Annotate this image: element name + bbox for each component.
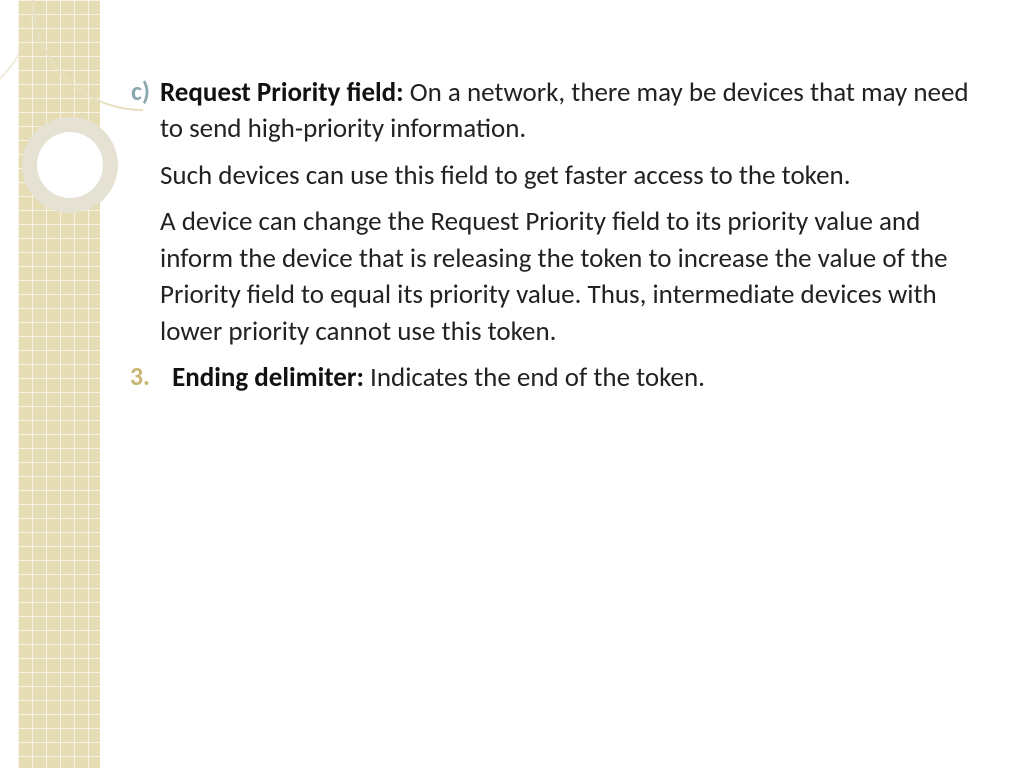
- list-marker-letter: c): [110, 75, 150, 107]
- field-text: Indicates the end of the token.: [370, 361, 705, 394]
- paragraph: A device can change the Request Priority…: [160, 204, 984, 350]
- field-label: Ending delimiter:: [172, 361, 364, 394]
- paragraph: Request Priority field: On a network, th…: [160, 75, 984, 148]
- left-pattern-strip: [18, 0, 100, 768]
- list-marker-number: 3.: [110, 360, 150, 392]
- list-item-3: 3. Ending delimiter: Indicates the end o…: [160, 360, 984, 396]
- list-item-c: c) Request Priority field: On a network,…: [160, 75, 984, 350]
- paragraph: Ending delimiter: Indicates the end of t…: [160, 360, 984, 396]
- paragraph: Such devices can use this field to get f…: [160, 158, 984, 194]
- content-area: c) Request Priority field: On a network,…: [160, 75, 984, 407]
- slide: c) Request Priority field: On a network,…: [0, 0, 1024, 768]
- field-label: Request Priority field:: [160, 76, 404, 109]
